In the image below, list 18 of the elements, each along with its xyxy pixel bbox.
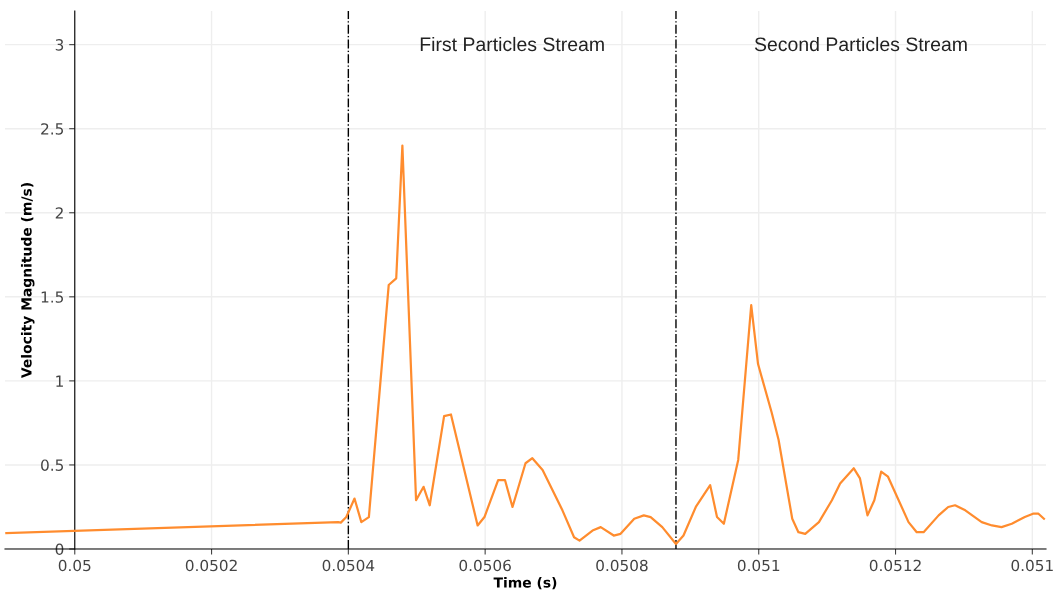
y-tick-label: 1.5 [41, 291, 64, 303]
x-tick-label: 0.0512 [869, 559, 921, 572]
y-tick-label: 3 [55, 39, 64, 51]
x-tick-label: 0.051 [737, 559, 780, 572]
x-tick-label: 0.05 [58, 559, 91, 572]
x-tick-label: 0.0502 [185, 559, 237, 572]
y-axis-title: Velocity Magnitude (m/s) [20, 183, 35, 379]
y-tick-label: 2 [55, 207, 63, 219]
y-tick-label: 2.5 [41, 123, 64, 135]
x-tick-label: 0.0506 [459, 559, 511, 572]
x-tick-label: 0.0504 [322, 559, 375, 572]
y-tick-label: 1 [56, 375, 63, 387]
x-tick-label: 0.0508 [596, 559, 648, 572]
annotation: Second Particles Stream [754, 36, 967, 52]
x-tick-label: 0.051 [1011, 559, 1053, 572]
annotation: First Particles Stream [420, 36, 604, 52]
x-axis-title: Time (s) [493, 576, 557, 590]
y-tick-label: 0.5 [41, 459, 64, 471]
